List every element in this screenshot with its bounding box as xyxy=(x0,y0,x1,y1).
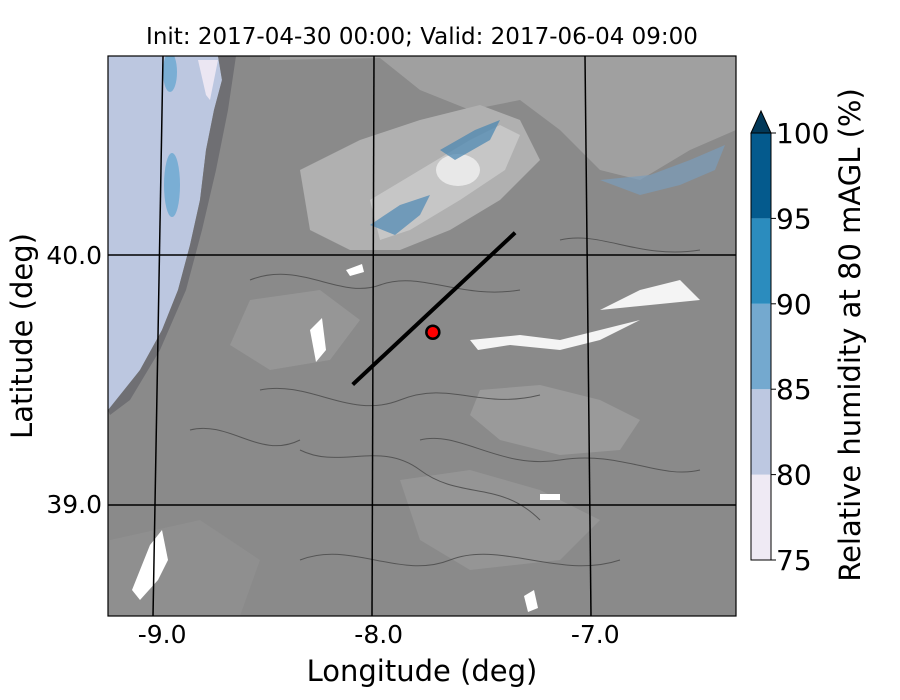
summit xyxy=(436,154,480,186)
x-tick-labels: -9.0 -8.0 -7.0 xyxy=(138,620,620,649)
colorbar-label: Relative humidity at 80 mAGL (%) xyxy=(833,88,867,582)
colorbar-tick-label: 75 xyxy=(776,544,812,577)
y-tick-label: 40.0 xyxy=(46,241,102,270)
colorbar-segment xyxy=(751,303,771,390)
valley-gap xyxy=(132,530,168,600)
meridian-line xyxy=(584,56,592,616)
humidity-patch xyxy=(164,153,180,217)
colorbar-frame xyxy=(750,132,772,561)
colorbar-tick-label: 85 xyxy=(776,373,812,406)
y-tick-labels: 39.0 40.0 xyxy=(46,241,102,519)
point-marker xyxy=(425,324,441,341)
x-tick-label: -7.0 xyxy=(571,620,620,649)
sea-region xyxy=(108,56,222,410)
chart-title: Init: 2017-04-30 00:00; Valid: 2017-06-0… xyxy=(146,24,698,50)
humidity-patch xyxy=(163,56,177,92)
map-area xyxy=(108,56,736,616)
graticule xyxy=(108,56,736,616)
colorbar-segment xyxy=(751,474,771,560)
contour-lines xyxy=(189,237,701,567)
sea-light-patch xyxy=(198,60,218,100)
coast-strip xyxy=(108,56,236,415)
colorbar-segment xyxy=(751,389,771,475)
colorbar-extend-arrow xyxy=(750,109,772,134)
colorbar-tick-label: 95 xyxy=(776,202,812,235)
colorbar-segment xyxy=(751,133,771,219)
terrain-light xyxy=(270,56,736,180)
plot-frame xyxy=(107,55,737,617)
colorbar-tick-label: 100 xyxy=(776,117,829,150)
meridian-line xyxy=(152,56,164,616)
meridian-line xyxy=(371,56,375,616)
x-axis-label: Longitude (deg) xyxy=(307,654,538,688)
x-tick-label: -8.0 xyxy=(354,620,403,649)
terrain-light xyxy=(230,290,360,370)
humidity-ridge xyxy=(600,145,725,195)
y-tick-label: 39.0 xyxy=(46,490,102,519)
valley-gap xyxy=(310,318,326,362)
x-tick-label: -9.0 xyxy=(138,620,187,649)
colorbar: 75 80 85 90 95 100 xyxy=(750,109,829,577)
valley-gap xyxy=(470,320,640,350)
y-axis-label: Latitude (deg) xyxy=(5,233,39,439)
colorbar-tick-label: 80 xyxy=(776,459,812,492)
transect-line xyxy=(351,231,517,386)
terrain-light xyxy=(470,385,640,455)
colorbar-segment xyxy=(751,218,771,304)
valley-gap xyxy=(346,264,364,276)
valley-gap xyxy=(600,280,700,310)
valley-gap xyxy=(540,494,560,500)
colorbar-tick-label: 90 xyxy=(776,288,812,321)
humidity-ridge xyxy=(440,120,500,160)
valley-gap xyxy=(524,590,538,612)
humidity-ridge xyxy=(370,195,430,235)
